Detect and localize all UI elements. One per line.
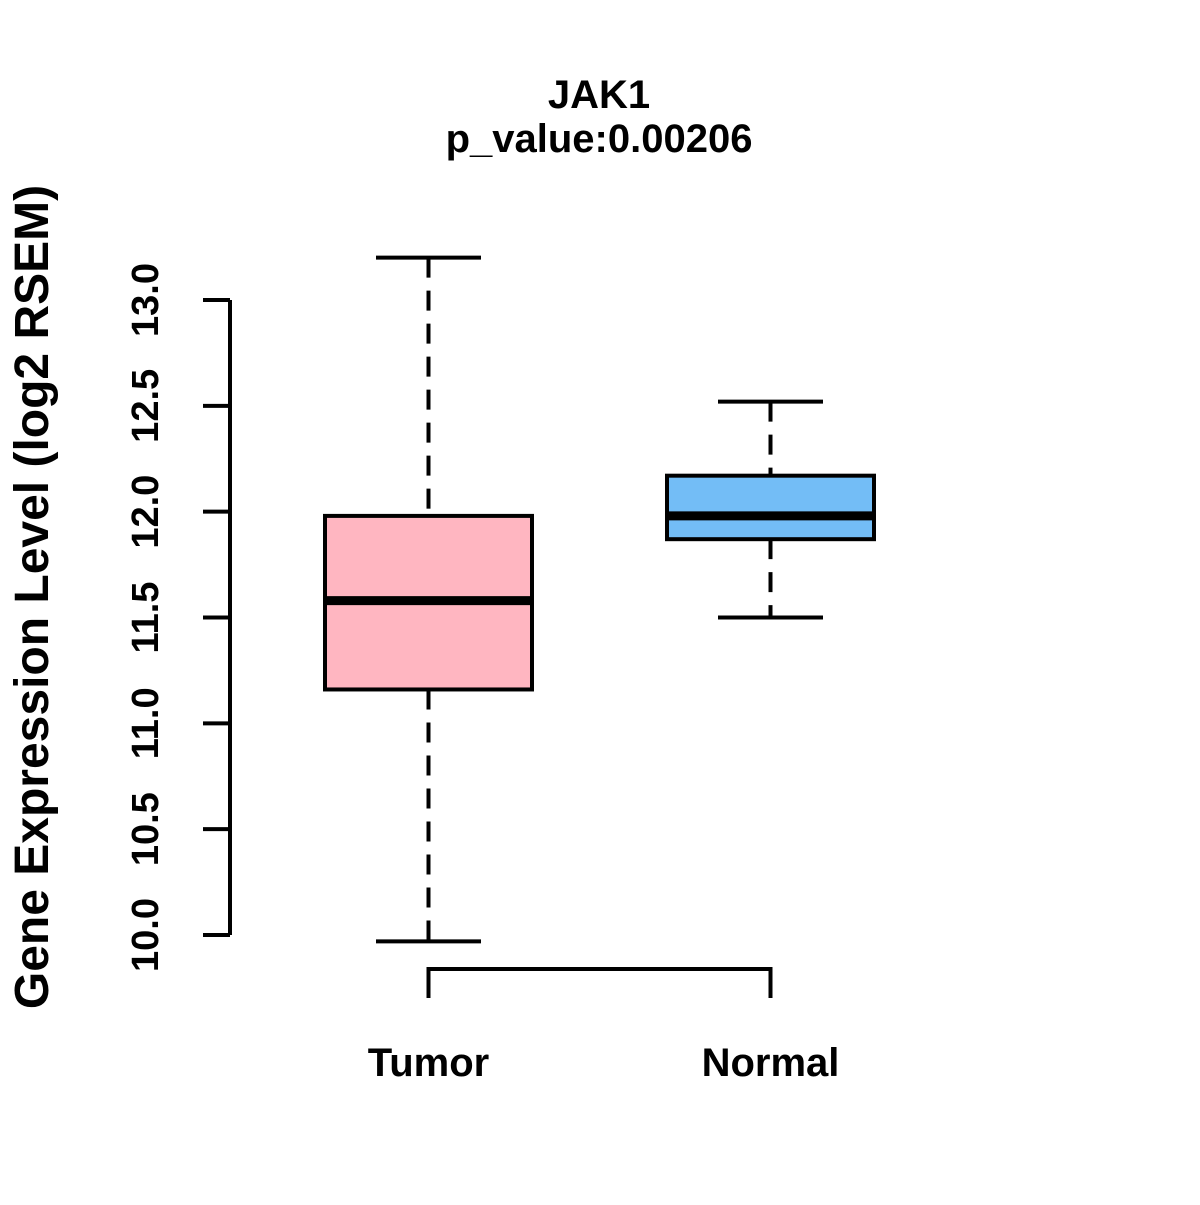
y-tick-label-12.5: 12.5 (125, 369, 167, 443)
y-tick-label-10.5: 10.5 (125, 792, 167, 866)
x-axis-bracket (426, 967, 773, 998)
y-tick-label-11.5: 11.5 (125, 582, 167, 654)
chart-subtitle: p_value:0.00206 (446, 117, 753, 161)
category-label-tumor: Tumor (368, 1041, 489, 1085)
y-tick-label-11.0: 11.0 (125, 687, 167, 759)
chart-title: JAK1 (548, 73, 650, 117)
box-normal (665, 473, 876, 542)
y-axis-label: Gene Expression Level (log2 RSEM) (6, 185, 59, 1009)
y-tick-label-13.0: 13.0 (125, 263, 167, 337)
y-tick-label-10.0: 10.0 (125, 898, 167, 972)
category-label-normal: Normal (702, 1041, 840, 1085)
plot-area: 10.0 10.5 11.0 11.5 12.0 12.5 13.0 Tumor Normal (125, 255, 876, 1085)
y-tick-label-12.0: 12.0 (125, 475, 167, 549)
